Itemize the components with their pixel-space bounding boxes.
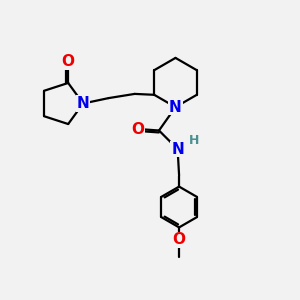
Text: O: O <box>172 232 186 247</box>
Text: O: O <box>131 122 145 136</box>
Text: O: O <box>62 54 75 69</box>
Text: H: H <box>189 134 199 147</box>
Text: N: N <box>169 100 182 115</box>
Text: N: N <box>77 96 89 111</box>
Text: N: N <box>171 142 184 157</box>
